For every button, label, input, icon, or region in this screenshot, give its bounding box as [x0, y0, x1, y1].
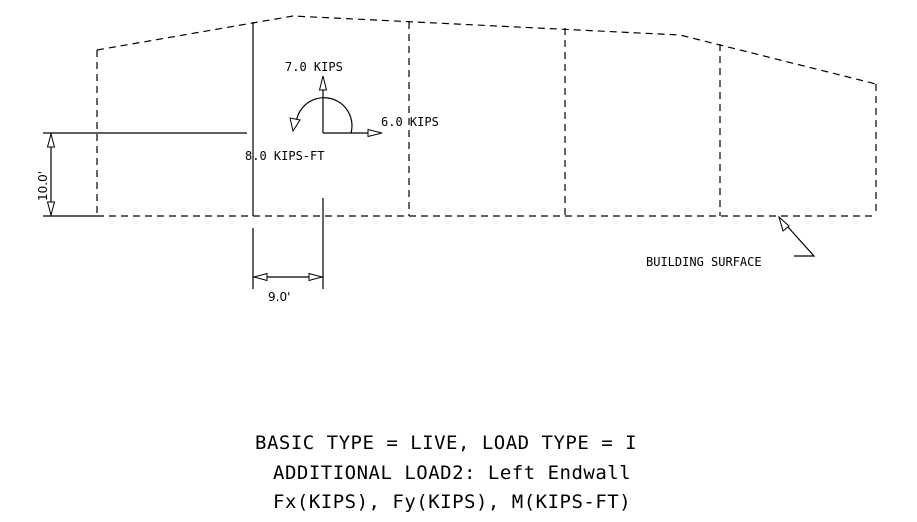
offset-arrow-left: [252, 272, 268, 282]
caption-line-1: BASIC TYPE = LIVE, LOAD TYPE = I: [255, 432, 637, 454]
moment-label: 8.0 KIPS-FT: [245, 149, 324, 163]
fx-arrow-head: [367, 128, 383, 138]
callout-leader: [778, 216, 816, 257]
moment-arrow-head: [289, 117, 301, 133]
building-surface-label: BUILDING SURFACE: [646, 255, 762, 269]
height-arrow-top: [46, 132, 56, 148]
offset-arrow-right: [308, 272, 324, 282]
offset-dimension: 9.0': [252, 198, 324, 304]
surface-callout: BUILDING SURFACE: [646, 215, 816, 269]
load-vectors: 7.0 KIPS 6.0 KIPS 8.0 KIPS-FT: [245, 60, 439, 163]
height-arrow-bottom: [46, 201, 56, 217]
height-dimension: 10.0': [36, 132, 247, 217]
callout-arrow-head: [778, 215, 790, 232]
moment-arc: [295, 97, 353, 134]
caption-line-2: ADDITIONAL LOAD2: Left Endwall: [273, 462, 631, 484]
fy-arrow-head: [318, 75, 328, 91]
building-surface-outline: [96, 15, 877, 217]
caption-line-3: Fx(KIPS), Fy(KIPS), M(KIPS-FT): [273, 491, 631, 513]
offset-dimension-label: 9.0': [268, 290, 290, 304]
fy-label: 7.0 KIPS: [285, 60, 343, 74]
caption: BASIC TYPE = LIVE, LOAD TYPE = I ADDITIO…: [255, 432, 637, 513]
fx-label: 6.0 KIPS: [381, 115, 439, 129]
height-dimension-label: 10.0': [36, 171, 50, 201]
roof-line: [96, 15, 877, 85]
